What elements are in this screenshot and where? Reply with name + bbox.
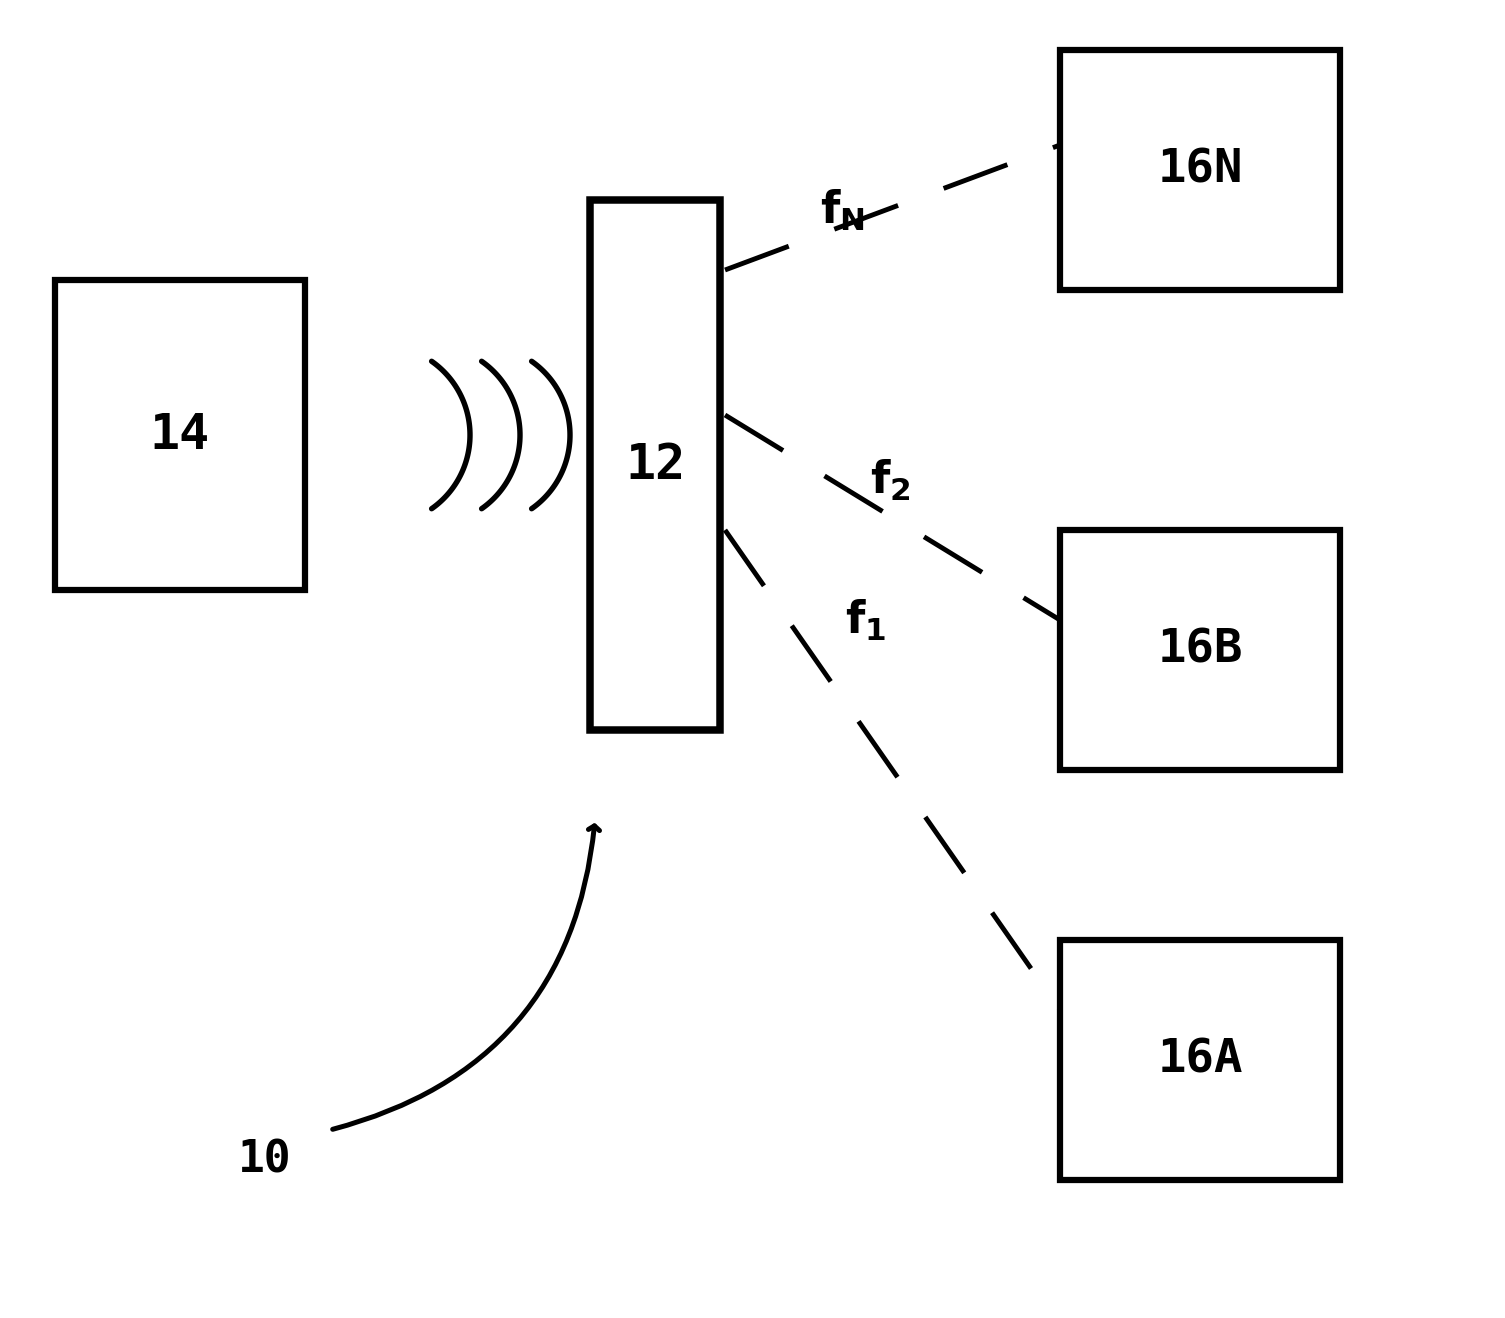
Text: 14: 14 xyxy=(150,411,211,459)
Bar xyxy=(1060,50,1339,290)
Text: 16A: 16A xyxy=(1157,1037,1243,1082)
Text: $\mathbf{f_1}$: $\mathbf{f_1}$ xyxy=(844,597,886,643)
Bar xyxy=(590,200,719,730)
Text: 12: 12 xyxy=(625,442,685,489)
Text: 10: 10 xyxy=(238,1139,292,1181)
Text: 16B: 16B xyxy=(1157,627,1243,672)
Text: $\mathbf{f_N}$: $\mathbf{f_N}$ xyxy=(820,187,865,232)
Text: 16N: 16N xyxy=(1157,148,1243,192)
Bar xyxy=(56,279,306,590)
Text: $\mathbf{f_2}$: $\mathbf{f_2}$ xyxy=(870,457,911,502)
Bar xyxy=(1060,530,1339,770)
Bar xyxy=(1060,940,1339,1180)
